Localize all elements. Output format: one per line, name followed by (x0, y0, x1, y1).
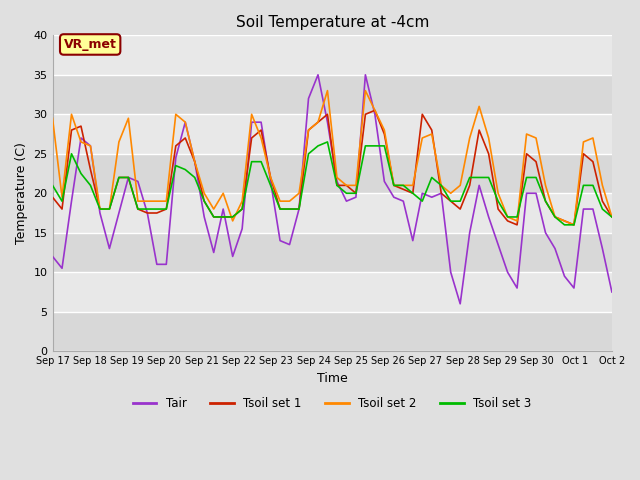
Tsoil set 2 (143, 198, 151, 204)
Bar (52, 75, 612, 114)
Tsoil set 2 (238, 198, 246, 204)
Tsoil set 3 (229, 214, 237, 220)
Tair (143, 210, 151, 216)
Line: Tsoil set 2: Tsoil set 2 (52, 91, 612, 225)
Bar (52, 312, 612, 351)
Tsoil set 1 (229, 214, 237, 220)
Title: Soil Temperature at -4cm: Soil Temperature at -4cm (236, 15, 429, 30)
Tsoil set 1 (238, 206, 246, 212)
Tsoil set 2 (608, 214, 616, 220)
Line: Tair: Tair (52, 75, 612, 304)
Bar (52, 36, 612, 75)
Tsoil set 2 (570, 222, 578, 228)
Tsoil set 1 (143, 210, 151, 216)
Line: Tsoil set 3: Tsoil set 3 (52, 142, 612, 225)
Tair (238, 226, 246, 232)
Bar (52, 272, 612, 312)
Tsoil set 3 (49, 182, 56, 188)
Bar (52, 114, 612, 154)
Tsoil set 3 (238, 206, 246, 212)
Tsoil set 1 (210, 214, 218, 220)
Tsoil set 3 (409, 191, 417, 196)
Tair (608, 289, 616, 295)
Bar (52, 154, 612, 193)
Y-axis label: Temperature (C): Temperature (C) (15, 143, 28, 244)
Tsoil set 2 (210, 206, 218, 212)
Tsoil set 1 (49, 194, 56, 200)
Tsoil set 3 (210, 214, 218, 220)
Tsoil set 3 (191, 175, 198, 180)
Bar (52, 233, 612, 272)
Tsoil set 3 (143, 206, 151, 212)
Tsoil set 2 (49, 115, 56, 121)
Tsoil set 1 (191, 159, 198, 165)
Tsoil set 3 (608, 214, 616, 220)
Tair (229, 253, 237, 259)
Tair (49, 253, 56, 259)
Tair (210, 250, 218, 255)
Tair (191, 159, 198, 165)
Tsoil set 1 (409, 191, 417, 196)
Legend: Tair, Tsoil set 1, Tsoil set 2, Tsoil set 3: Tair, Tsoil set 1, Tsoil set 2, Tsoil se… (128, 392, 536, 415)
Tsoil set 3 (561, 222, 568, 228)
Tsoil set 1 (608, 214, 616, 220)
Tair (409, 238, 417, 243)
Bar (52, 193, 612, 233)
Tsoil set 2 (191, 159, 198, 165)
Line: Tsoil set 1: Tsoil set 1 (52, 110, 612, 225)
Tair (456, 301, 464, 307)
Tsoil set 2 (409, 182, 417, 188)
Tsoil set 2 (324, 88, 332, 94)
Tsoil set 1 (371, 108, 379, 113)
Tsoil set 3 (324, 139, 332, 145)
Tair (314, 72, 322, 78)
Tsoil set 2 (229, 218, 237, 224)
Text: VR_met: VR_met (64, 38, 116, 51)
Tsoil set 1 (513, 222, 521, 228)
X-axis label: Time: Time (317, 372, 348, 384)
